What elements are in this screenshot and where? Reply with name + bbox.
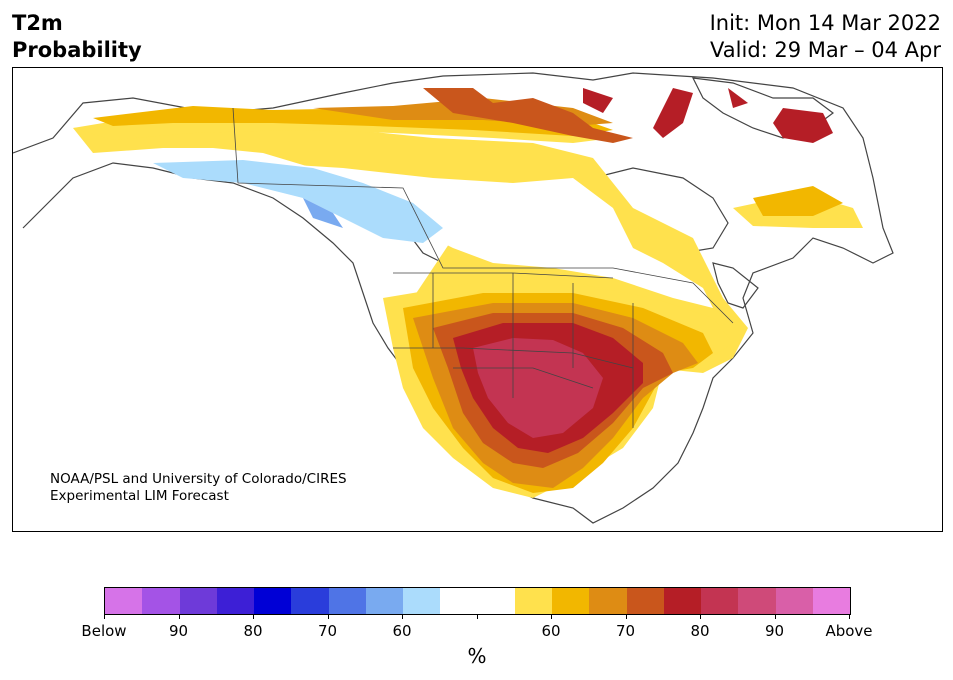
colorbar-tick [551,614,552,619]
valid-period: Valid: 29 Mar – 04 Apr [710,38,941,62]
init-date: Init: Mon 14 Mar 2022 [709,11,941,35]
credit-line-2: Experimental LIM Forecast [50,488,229,504]
colorbar-tick [253,614,254,619]
colorbar-segment [552,588,590,614]
data-credit: NOAA/PSL and University of Colorado/CIRE… [50,471,347,505]
colorbar-tick [625,614,627,619]
colorbar-segment [142,588,180,614]
colorbar [104,587,851,615]
colorbar-tick [402,614,403,619]
colorbar-segment [812,588,850,614]
colorbar-tick-label: Below [81,622,127,640]
colorbar-tick-label: 70 [615,622,636,640]
map-title: T2m Probability [12,10,142,64]
colorbar-tick [700,614,701,619]
colorbar-tick [849,614,850,619]
colorbar-segment [291,588,329,614]
colorbar-tick-label: 80 [690,622,710,640]
colorbar-segment [403,588,441,614]
colorbar-segment [179,588,217,614]
colorbar-segment [514,588,552,614]
colorbar-tick-label: Above [825,622,873,640]
colorbar-tick-label: 80 [243,622,263,640]
colorbar-tick-label: 90 [168,622,189,640]
colorbar-tick [774,614,776,619]
colorbar-unit: % [467,644,487,668]
colorbar-segment [365,588,403,614]
colorbar-segment [775,588,813,614]
colorbar-segment [440,588,478,614]
title-line-variable: T2m [12,11,63,35]
colorbar-tick-label: 70 [317,622,338,640]
colorbar-tick [327,614,329,619]
forecast-dates: Init: Mon 14 Mar 2022 Valid: 29 Mar – 04… [710,10,941,64]
colorbar-segment [738,588,776,614]
map-panel: NOAA/PSL and University of Colorado/CIRE… [12,67,943,532]
political-boundaries [232,107,734,428]
north-america-map [13,72,894,524]
title-line-type: Probability [12,38,142,62]
colorbar-tick [104,614,105,619]
colorbar-segment [328,588,366,614]
colorbar-segment [105,588,143,614]
colorbar-tick-label: 90 [764,622,785,640]
colorbar-tick [476,614,478,619]
colorbar-segment [589,588,627,614]
credit-line-1: NOAA/PSL and University of Colorado/CIRE… [50,471,347,487]
probability-shading [73,88,863,498]
colorbar-tick [178,614,180,619]
colorbar-segment [626,588,664,614]
colorbar-segment [216,588,254,614]
colorbar-segment [477,588,515,614]
colorbar-segment [663,588,701,614]
colorbar-tick-label: 60 [392,622,412,640]
colorbar-tick-label: 60 [541,622,561,640]
colorbar-segment [254,588,292,614]
colorbar-segment [701,588,739,614]
